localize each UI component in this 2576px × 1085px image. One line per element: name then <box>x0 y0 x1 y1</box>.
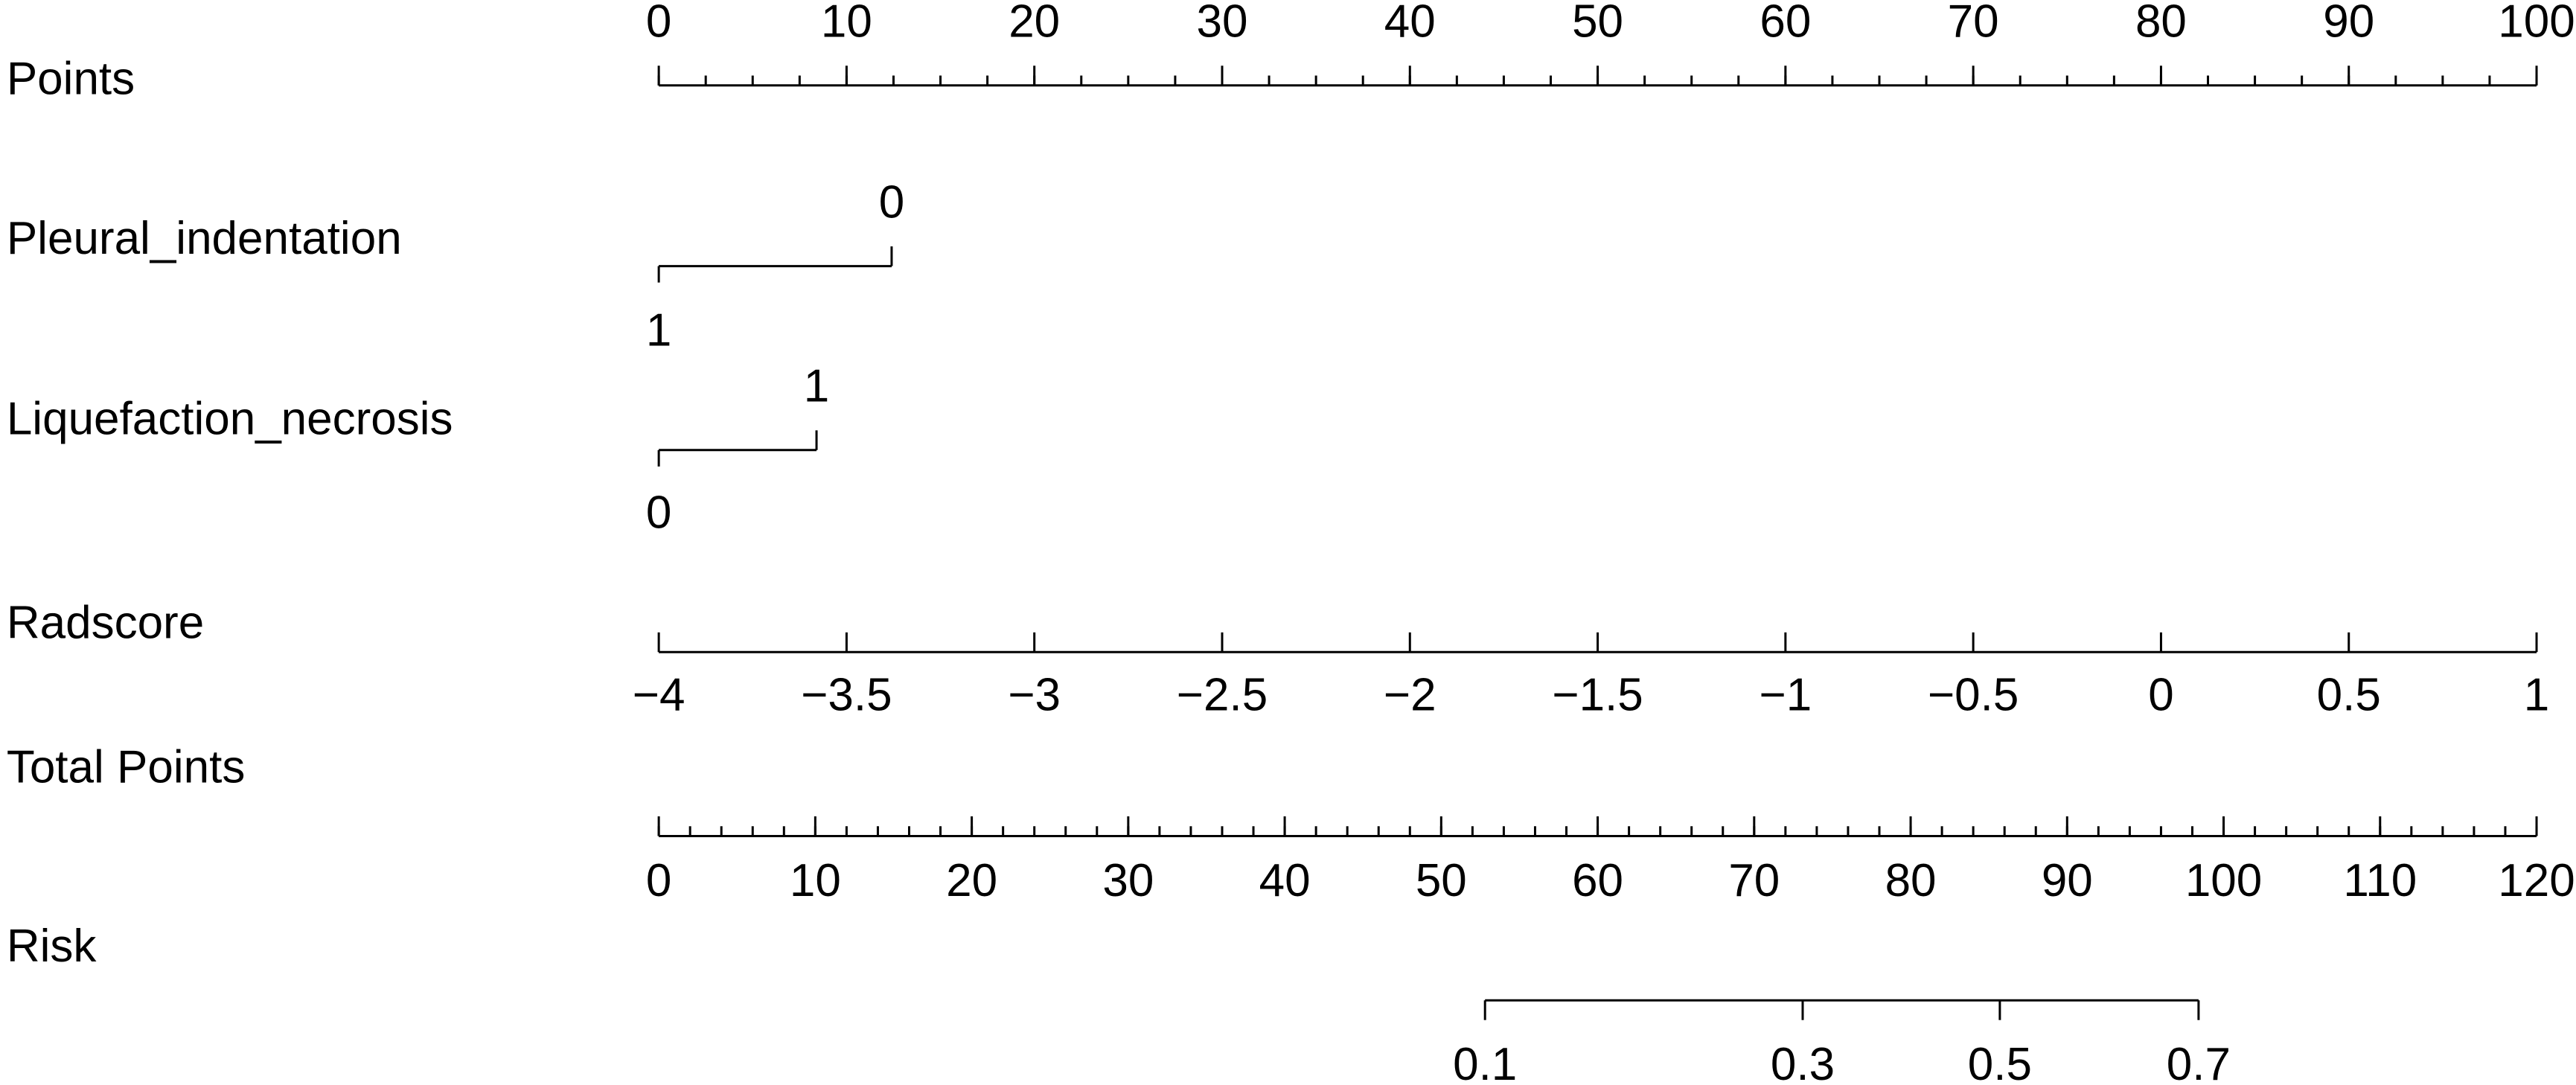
tick-label: 0.1 <box>1453 1039 1517 1085</box>
tick-label: 1 <box>804 360 829 412</box>
tick-label: 10 <box>790 855 841 906</box>
tick-label: 1 <box>646 304 671 356</box>
tick-label: 70 <box>1728 855 1780 906</box>
tick-label: 60 <box>1760 0 1811 47</box>
tick-label: 0 <box>646 0 671 47</box>
tick-label: −3 <box>1008 669 1061 720</box>
tick-label: 40 <box>1384 0 1436 47</box>
tick-label: 40 <box>1259 855 1311 906</box>
tick-label: 1 <box>2524 669 2549 720</box>
tick-label: −4 <box>633 669 685 720</box>
tick-label: 0.7 <box>2167 1039 2231 1085</box>
tick-label: 0 <box>646 855 671 906</box>
tick-label: 30 <box>1197 0 1248 47</box>
tick-label: 0 <box>879 176 904 228</box>
tick-label: 0.5 <box>1968 1039 2032 1085</box>
row-label: Total Points <box>7 742 246 793</box>
tick-label: 50 <box>1416 855 1467 906</box>
row-label: Pleural_indentation <box>7 213 402 264</box>
row-label: Points <box>7 54 135 105</box>
tick-label: −1.5 <box>1552 669 1643 720</box>
tick-label: 110 <box>2343 855 2417 906</box>
tick-label: −1 <box>1760 669 1812 720</box>
row-label: Radscore <box>7 597 204 648</box>
tick-label: 10 <box>821 0 872 47</box>
tick-label: 50 <box>1572 0 1623 47</box>
tick-label: 20 <box>946 855 997 906</box>
tick-label: 100 <box>2185 855 2262 906</box>
tick-label: 0.5 <box>2317 669 2381 720</box>
tick-label: −2.5 <box>1177 669 1268 720</box>
tick-label: 60 <box>1572 855 1623 906</box>
tick-label: −3.5 <box>801 669 892 720</box>
tick-label: 70 <box>1948 0 1999 47</box>
tick-label: −0.5 <box>1928 669 2019 720</box>
tick-label: 20 <box>1009 0 1060 47</box>
tick-label: 0 <box>646 487 671 538</box>
tick-label: 90 <box>2042 855 2093 906</box>
row-label: Liquefaction_necrosis <box>7 394 453 445</box>
tick-label: 80 <box>1885 855 1937 906</box>
tick-label: 100 <box>2498 0 2575 47</box>
tick-label: 0.3 <box>1771 1039 1835 1085</box>
tick-label: 80 <box>2135 0 2187 47</box>
tick-label: 0 <box>2148 669 2173 720</box>
tick-label: −2 <box>1384 669 1436 720</box>
tick-label: 120 <box>2498 855 2575 906</box>
row-label: Risk <box>7 921 98 972</box>
tick-label: 90 <box>2323 0 2374 47</box>
tick-label: 30 <box>1102 855 1154 906</box>
